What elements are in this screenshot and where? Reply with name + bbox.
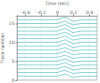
tick: 10 <box>9 40 17 45</box>
tick-mark <box>16 24 18 25</box>
tick-mark <box>25 15 26 17</box>
frame <box>17 16 97 80</box>
grid <box>17 16 97 80</box>
trace <box>17 32 97 36</box>
trace <box>17 48 97 51</box>
trace <box>17 63 97 66</box>
tick: -0.2 <box>37 10 46 17</box>
trace <box>17 43 97 47</box>
tick-label: 15 <box>9 21 15 26</box>
trace <box>17 74 97 77</box>
tick-label: 0.4 <box>86 10 93 15</box>
grid-line <box>57 16 58 80</box>
tick: 0 <box>56 10 59 17</box>
x-axis-title: Time (sec) <box>44 1 69 6</box>
trace <box>17 40 97 44</box>
tick-label: 0.2 <box>70 10 77 15</box>
tick: 15 <box>9 21 17 26</box>
tick-label: 5 <box>12 59 15 64</box>
tick-label: 0 <box>12 78 15 83</box>
tick-label: 0 <box>56 10 59 15</box>
trace <box>17 25 97 29</box>
grid-line <box>25 16 26 80</box>
grid-line <box>89 16 90 80</box>
tick-label: -0.2 <box>37 10 46 15</box>
tick: 0 <box>12 78 17 83</box>
trace <box>17 55 97 58</box>
trace <box>17 17 97 21</box>
tick-label: 10 <box>9 40 15 45</box>
tick-mark <box>57 15 58 17</box>
tick-mark <box>73 15 74 17</box>
tick-mark <box>16 42 18 43</box>
tick-mark <box>41 15 42 17</box>
tick-mark <box>16 61 18 62</box>
chart: -0.4 -0.2 0 0.2 0.4 0 5 10 15 Time (sec) Trace num… <box>0 0 100 83</box>
trace <box>17 70 97 73</box>
grid-line <box>73 16 74 80</box>
trace <box>17 28 97 32</box>
axis-line <box>16 17 18 81</box>
trace <box>17 36 97 40</box>
trace <box>17 21 97 25</box>
trace <box>17 66 97 69</box>
plot: -0.4 -0.2 0 0.2 0.4 0 5 10 15 <box>9 10 98 83</box>
y-axis-title: Trace number <box>0 32 5 64</box>
tick: 0.2 <box>70 10 77 17</box>
tick-label: -0.4 <box>21 10 30 15</box>
grid-line <box>41 16 42 80</box>
trace <box>17 59 97 62</box>
tick-mark <box>16 80 18 81</box>
axis-line <box>18 15 98 17</box>
tick: 5 <box>12 59 17 64</box>
x-axis: -0.4 -0.2 0 0.2 0.4 <box>18 10 98 17</box>
trace <box>17 51 97 54</box>
tick-mark <box>89 15 90 17</box>
traces <box>17 17 97 77</box>
tick: 0.4 <box>86 10 93 17</box>
y-axis: 0 5 10 15 <box>9 17 18 83</box>
tick: -0.4 <box>21 10 30 17</box>
